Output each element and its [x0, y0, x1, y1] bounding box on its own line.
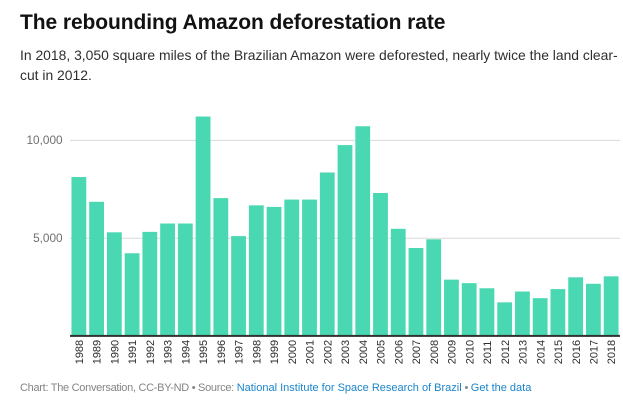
svg-text:2003: 2003	[340, 340, 352, 364]
svg-text:5,000: 5,000	[33, 231, 63, 245]
svg-text:2018: 2018	[606, 340, 618, 364]
svg-text:2011: 2011	[482, 341, 494, 365]
svg-text:2014: 2014	[535, 340, 547, 364]
svg-text:2010: 2010	[464, 340, 476, 364]
svg-text:1999: 1999	[269, 340, 281, 364]
svg-text:2017: 2017	[588, 340, 600, 364]
svg-text:2000: 2000	[287, 340, 299, 364]
svg-text:2016: 2016	[571, 340, 583, 364]
svg-text:2005: 2005	[376, 340, 388, 364]
svg-text:2006: 2006	[393, 340, 405, 364]
svg-text:1993: 1993	[163, 340, 175, 364]
svg-text:2013: 2013	[518, 340, 530, 364]
svg-text:2007: 2007	[411, 340, 423, 364]
svg-text:1988: 1988	[74, 340, 86, 364]
svg-text:1992: 1992	[145, 340, 157, 364]
svg-text:1996: 1996	[216, 340, 228, 364]
svg-text:1994: 1994	[180, 340, 192, 364]
svg-text:2008: 2008	[429, 340, 441, 364]
svg-text:1995: 1995	[198, 340, 210, 364]
svg-text:2001: 2001	[305, 340, 317, 364]
svg-text:2002: 2002	[322, 340, 334, 364]
svg-text:2012: 2012	[500, 340, 512, 364]
svg-text:2009: 2009	[447, 340, 459, 364]
svg-text:1989: 1989	[92, 340, 104, 364]
svg-text:10,000: 10,000	[27, 133, 64, 147]
svg-text:1991: 1991	[127, 340, 139, 364]
svg-text:2015: 2015	[553, 340, 565, 364]
svg-text:1990: 1990	[109, 340, 121, 364]
svg-text:1997: 1997	[234, 340, 246, 364]
svg-text:1998: 1998	[251, 340, 263, 364]
svg-text:2004: 2004	[358, 340, 370, 364]
